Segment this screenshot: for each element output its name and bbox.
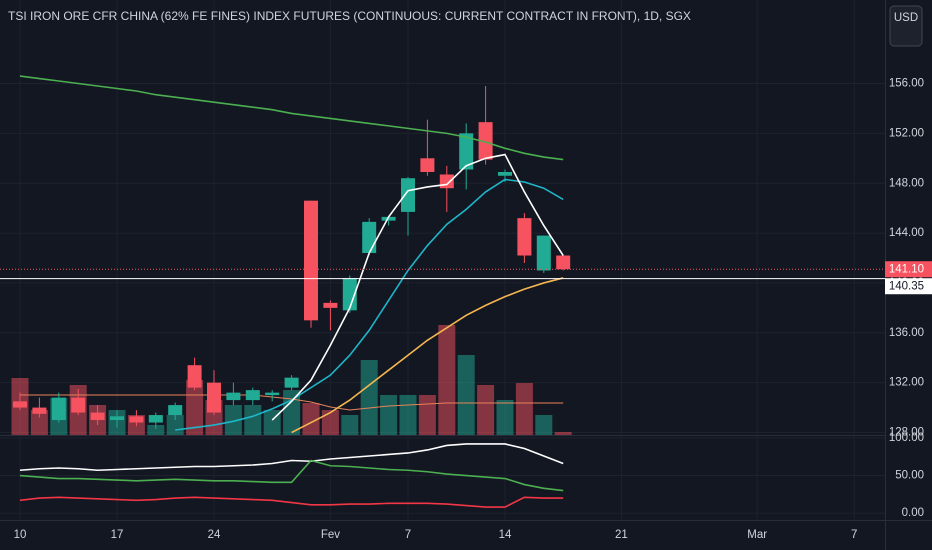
y-tick-label: 144.00 bbox=[889, 227, 924, 239]
chart-title: TSI IRON ORE CFR CHINA (62% FE FINES) IN… bbox=[8, 9, 691, 23]
volume-ma-line bbox=[20, 394, 564, 411]
candle-body bbox=[304, 200, 318, 321]
ma-line bbox=[19, 459, 564, 492]
volume-bar bbox=[554, 432, 572, 435]
ma-line bbox=[175, 178, 564, 431]
volume-bar bbox=[477, 385, 495, 435]
candle-body bbox=[265, 392, 280, 396]
y-tick-label: 156.00 bbox=[889, 78, 924, 90]
volume-bar bbox=[224, 405, 242, 435]
volume-bar bbox=[515, 383, 533, 435]
candle-body bbox=[439, 174, 454, 189]
x-tick-label: 17 bbox=[111, 529, 124, 541]
currency[interactable]: USD bbox=[894, 12, 918, 24]
candle-body bbox=[342, 277, 357, 311]
x-tick-label: 24 bbox=[208, 529, 221, 541]
volume-bar bbox=[438, 325, 456, 435]
candle-body bbox=[187, 365, 202, 388]
volume-bar bbox=[496, 400, 514, 435]
x-tick-label: 21 bbox=[615, 529, 628, 541]
x-tick-label: 10 bbox=[14, 529, 27, 541]
y-tick-label: 152.00 bbox=[889, 127, 924, 139]
candle-body bbox=[459, 133, 474, 170]
candle-body bbox=[323, 302, 338, 308]
candle-body bbox=[420, 158, 435, 173]
candle-body bbox=[245, 390, 260, 401]
volume-bar bbox=[302, 403, 320, 435]
x-tick-label: Mar bbox=[747, 529, 767, 541]
last-price-label: 141.10 bbox=[889, 263, 924, 275]
y-tick-label: 50.00 bbox=[895, 470, 924, 482]
volume-bar bbox=[360, 360, 378, 435]
volume-bar bbox=[30, 410, 48, 435]
candle-body bbox=[536, 235, 551, 271]
ma-line bbox=[19, 496, 564, 508]
x-tick-label: 7 bbox=[405, 529, 411, 541]
candle-body bbox=[362, 221, 377, 254]
candle-body bbox=[148, 415, 163, 423]
y-tick-label: 128.00 bbox=[889, 427, 924, 439]
candle-body bbox=[226, 392, 241, 401]
volume-bar bbox=[380, 395, 398, 435]
candle-body bbox=[556, 255, 571, 270]
candle-body bbox=[478, 122, 493, 160]
volume-bar bbox=[147, 425, 165, 435]
candle-body bbox=[284, 377, 299, 388]
currency-button[interactable] bbox=[889, 5, 923, 47]
ref-price-tag bbox=[885, 278, 932, 295]
x-tick-label: Fev bbox=[321, 529, 340, 541]
ma-line bbox=[291, 277, 564, 434]
ma-line bbox=[19, 75, 564, 161]
candle-body bbox=[90, 412, 105, 421]
volume-bar bbox=[341, 415, 359, 435]
candle-body bbox=[168, 405, 183, 416]
y-tick-label: 100.00 bbox=[889, 432, 924, 444]
y-tick-label: 136.00 bbox=[889, 327, 924, 339]
candle-body bbox=[71, 397, 86, 413]
candle-body bbox=[13, 401, 27, 408]
volume-bar bbox=[535, 415, 553, 435]
y-tick-label: 148.00 bbox=[889, 177, 924, 189]
y-tick-label: 0.00 bbox=[902, 507, 924, 519]
ref-price-label: 140.35 bbox=[889, 280, 924, 292]
candle-body bbox=[129, 416, 144, 423]
ma-line bbox=[271, 153, 564, 421]
candle-body bbox=[32, 407, 47, 414]
volume-bar bbox=[321, 410, 339, 435]
candle-body bbox=[110, 416, 124, 421]
volume-bar bbox=[399, 395, 417, 435]
candle-body bbox=[498, 172, 512, 176]
ma-line bbox=[19, 443, 564, 472]
candle-body bbox=[51, 397, 66, 421]
volume-bar bbox=[186, 380, 204, 435]
candle-body bbox=[381, 216, 396, 221]
y-tick-label: 132.00 bbox=[889, 377, 924, 389]
last-price-tag bbox=[885, 261, 932, 278]
candle-body bbox=[207, 382, 221, 413]
volume-bar bbox=[244, 405, 262, 435]
x-tick-label: 14 bbox=[499, 529, 512, 541]
candle-body bbox=[401, 178, 415, 212]
x-tick-label: 7 bbox=[851, 529, 857, 541]
volume-bar bbox=[457, 355, 475, 435]
volume-bar bbox=[418, 395, 436, 435]
candle-body bbox=[517, 218, 532, 256]
